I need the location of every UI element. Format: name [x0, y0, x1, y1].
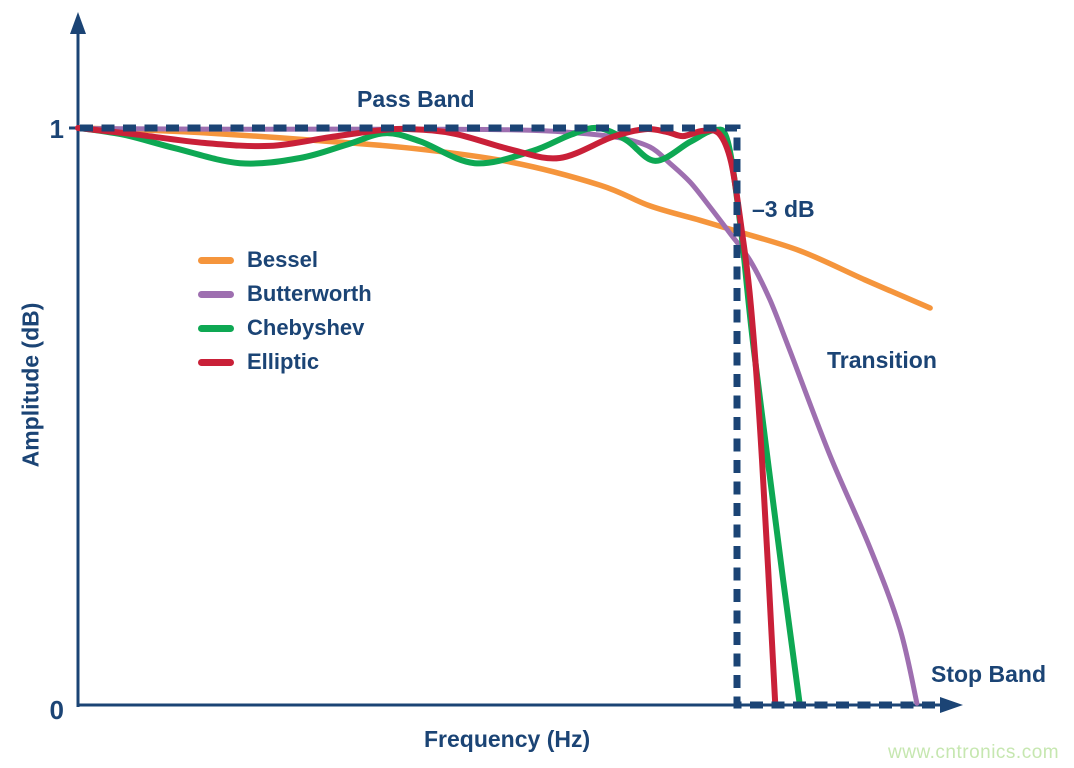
legend: Bessel Butterworth Chebyshev Elliptic — [198, 248, 372, 384]
annotation-stop-band: Stop Band — [931, 661, 1046, 687]
legend-label-chebyshev: Chebyshev — [247, 315, 365, 340]
y-axis-arrow-icon — [70, 12, 86, 34]
legend-swatch-chebyshev — [198, 324, 234, 332]
curve-bessel — [75, 125, 933, 311]
legend-item: Bessel — [198, 248, 372, 272]
y-tick-0-label: 0 — [49, 695, 64, 725]
legend-item: Chebyshev — [198, 316, 372, 340]
y-tick-1-label: 1 — [49, 114, 64, 144]
legend-item: Butterworth — [198, 282, 372, 306]
legend-label-elliptic: Elliptic — [247, 349, 320, 374]
curve-elliptic — [75, 125, 779, 707]
annotation-minus-3db: –3 dB — [752, 196, 815, 222]
annotation-transition: Transition — [827, 347, 937, 373]
ideal-response-dashed-line — [80, 124, 938, 709]
legend-item: Elliptic — [198, 350, 372, 374]
legend-label-butterworth: Butterworth — [247, 281, 372, 306]
legend-swatch-bessel — [198, 256, 234, 264]
x-axis-title: Frequency (Hz) — [424, 726, 591, 752]
watermark: www.cntronics.com — [888, 742, 1060, 763]
legend-swatch-butterworth — [198, 290, 234, 298]
annotation-pass-band: Pass Band — [357, 86, 475, 112]
legend-label-bessel: Bessel — [247, 247, 318, 272]
x-axis-arrow-icon — [940, 697, 963, 713]
ideal-group — [80, 124, 938, 709]
y-axis-title: Amplitude (dB) — [17, 302, 44, 468]
legend-swatch-elliptic — [198, 358, 234, 366]
curve-chebyshev — [77, 124, 803, 707]
